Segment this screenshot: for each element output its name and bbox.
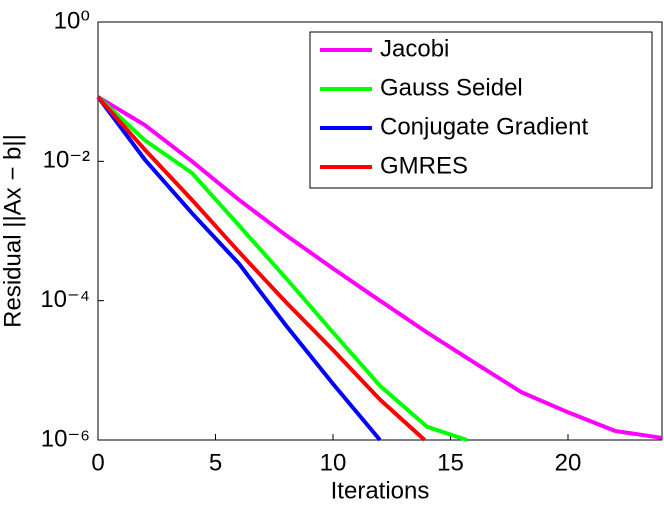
x-tick-label: 10 [320,449,347,476]
x-tick-label: 15 [437,449,464,476]
y-axis-label: Residual ||Ax − b|| [0,134,26,328]
y-tick-label: 10⁰ [54,7,90,34]
line [96,95,382,442]
line [96,95,468,442]
line [96,95,663,440]
x-tick-label: 0 [91,449,104,476]
x-axis-label: Iterations [331,477,430,504]
x-tick-label: 20 [555,449,582,476]
legend-label: Conjugate Gradient [380,113,588,140]
legend-label: GMRES [380,152,468,179]
y-tick-label: 10⁻² [43,147,90,174]
legend-box [309,31,653,189]
y-tick-label: 10⁻⁴ [40,286,90,313]
y-tick-label: 10⁻⁶ [41,425,90,452]
x-tick-label: 5 [209,449,222,476]
legend-label: Jacobi [380,35,449,62]
legend-label: Gauss Seidel [380,74,523,101]
line [96,95,426,442]
